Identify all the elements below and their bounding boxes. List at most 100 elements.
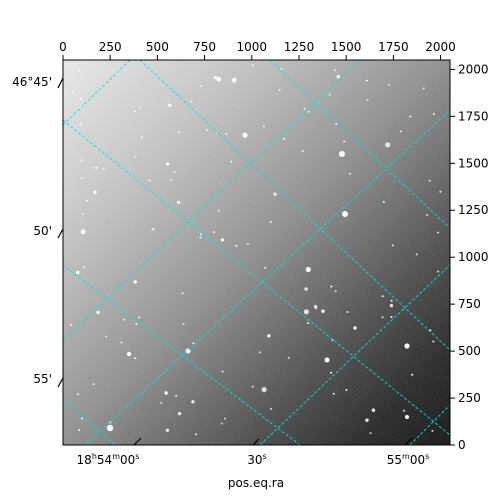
star <box>153 228 155 231</box>
ra-tick-mark <box>252 438 260 446</box>
star <box>258 351 261 354</box>
star <box>365 79 368 82</box>
star <box>287 356 290 359</box>
x-tick-label: 750 <box>193 40 216 54</box>
star <box>331 339 334 342</box>
x-tick-label: 1250 <box>284 40 315 54</box>
star <box>79 123 82 126</box>
star <box>213 75 217 80</box>
star <box>96 166 99 169</box>
star <box>105 335 108 338</box>
x-tick-label: 250 <box>99 40 122 54</box>
star <box>160 401 163 404</box>
star <box>269 221 272 223</box>
star <box>366 99 369 101</box>
star <box>305 266 311 273</box>
star <box>80 177 83 180</box>
star <box>182 323 185 326</box>
star <box>390 299 393 302</box>
star <box>371 408 376 412</box>
star <box>80 229 86 235</box>
star <box>369 432 372 435</box>
star <box>93 166 96 169</box>
bright-star <box>324 357 330 363</box>
star <box>432 113 435 115</box>
star <box>409 115 412 118</box>
star <box>76 270 80 275</box>
star <box>192 342 195 345</box>
ra-tick-label: 18h54m00s <box>77 452 140 467</box>
star <box>303 107 306 110</box>
plot-frame <box>62 59 451 446</box>
y-tick-label: 750 <box>458 297 481 311</box>
star <box>220 422 223 425</box>
star <box>399 130 402 133</box>
star <box>200 233 202 236</box>
star <box>133 110 136 113</box>
star <box>165 428 170 432</box>
star <box>93 190 97 194</box>
star <box>330 285 333 288</box>
grid-line <box>63 119 450 436</box>
star <box>175 394 178 397</box>
star <box>102 168 105 171</box>
y-tick-label: 1500 <box>458 156 489 170</box>
star <box>224 417 226 420</box>
grid-line <box>63 60 131 126</box>
ra-tick-label: 55m00s <box>387 452 430 467</box>
star <box>216 76 222 82</box>
bright-star <box>342 211 348 217</box>
y-tick-label: 0 <box>458 438 466 452</box>
star <box>336 75 340 79</box>
y-tick-label: 500 <box>458 344 481 358</box>
star <box>390 316 393 318</box>
star <box>206 128 208 131</box>
image-noise <box>63 60 450 445</box>
star <box>164 391 168 395</box>
star <box>78 429 81 432</box>
star <box>251 64 254 66</box>
y-pixel-axis: 0 250 500 750 1000 1250 1500 1750 2000 <box>450 62 489 452</box>
x-axis-label: pos.eq.ra <box>228 476 284 490</box>
star <box>389 303 394 308</box>
star <box>335 122 338 125</box>
star <box>303 309 309 315</box>
x-tick-label: 1750 <box>378 40 409 54</box>
star <box>431 429 434 432</box>
grid-line <box>259 264 450 445</box>
grid-line <box>84 109 450 445</box>
ra-axis: 18h54m00s 30s 55m00s <box>77 437 430 467</box>
star <box>177 411 182 416</box>
coordinate-grid <box>63 60 450 445</box>
y-tick-label: 2000 <box>458 62 489 76</box>
x-tick-label: 0 <box>59 40 67 54</box>
star <box>264 266 267 269</box>
star <box>411 373 414 376</box>
star <box>148 179 151 182</box>
star <box>134 155 137 158</box>
grid-line <box>63 60 361 341</box>
grid-line <box>139 60 450 351</box>
star <box>301 150 304 152</box>
star <box>403 409 405 412</box>
star <box>230 160 233 163</box>
star <box>77 393 80 396</box>
bright-star <box>339 151 345 157</box>
x-tick-label: 1000 <box>237 40 268 54</box>
star <box>190 100 193 103</box>
star <box>307 110 310 113</box>
star <box>92 383 95 386</box>
star <box>199 85 202 88</box>
star <box>168 103 172 107</box>
star <box>80 159 83 162</box>
star <box>304 287 308 291</box>
star <box>437 231 439 234</box>
star <box>217 209 220 212</box>
star <box>177 131 180 134</box>
star <box>432 340 435 343</box>
star <box>437 270 440 273</box>
star <box>194 433 197 436</box>
dec-tick-mark <box>57 228 64 239</box>
star <box>270 407 272 410</box>
star <box>428 179 431 182</box>
